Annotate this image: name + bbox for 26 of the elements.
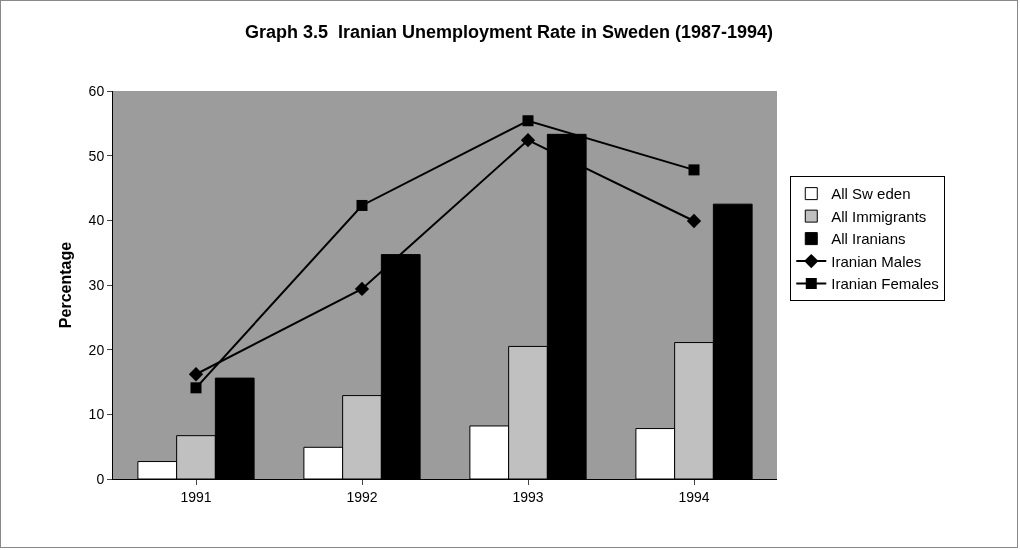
point xyxy=(356,199,368,211)
point xyxy=(188,367,204,382)
y-tick-label: 30 xyxy=(88,276,105,293)
point xyxy=(354,281,370,297)
point xyxy=(688,164,700,176)
y-tick-label: 40 xyxy=(88,212,105,229)
x-tick-label: 1994 xyxy=(678,488,710,505)
legend-label: All Iranians xyxy=(831,230,906,248)
y-tick-label: 50 xyxy=(88,147,105,164)
legend-label: Iranian Males xyxy=(831,252,922,270)
legend-label: All Immigrants xyxy=(831,207,927,225)
x-tick-label: 1991 xyxy=(180,488,212,505)
point xyxy=(522,115,534,127)
chart-title: Graph 3.5 Iranian Unemployment Rate in Sweden (1987-1994) xyxy=(244,22,774,43)
y-axis-title: Percentage xyxy=(57,241,74,329)
legend-label: All Sw eden xyxy=(831,185,911,203)
y-tick-label: 20 xyxy=(88,341,105,358)
x-tick-label: 1992 xyxy=(346,488,378,505)
point xyxy=(520,133,536,148)
legend-label: Iranian Females xyxy=(831,275,939,293)
y-tick-label: 60 xyxy=(88,82,105,99)
point xyxy=(190,382,202,394)
x-tick-label: 1993 xyxy=(512,488,544,505)
y-tick-label: 10 xyxy=(88,406,105,423)
y-tick-label: 0 xyxy=(96,470,105,487)
point xyxy=(686,213,702,229)
